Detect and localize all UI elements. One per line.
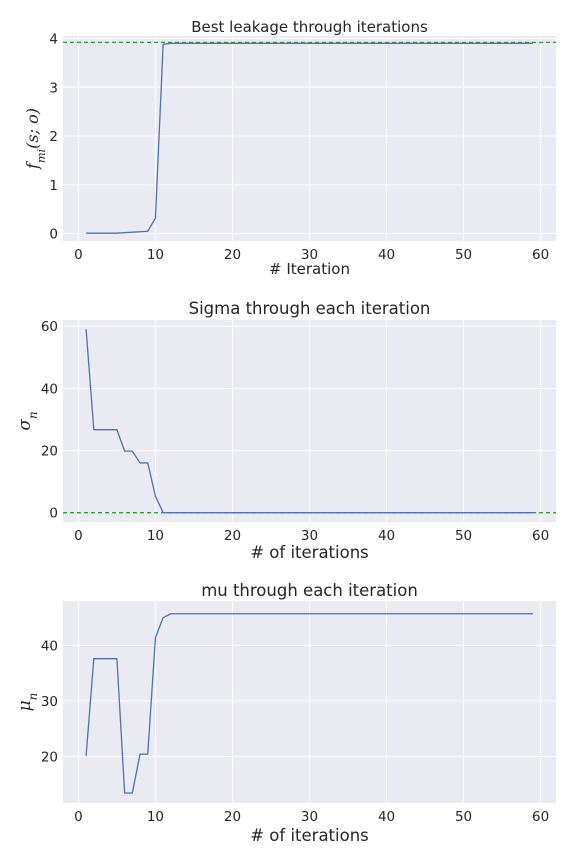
x-tick-label: 20 — [224, 809, 241, 825]
y-tick-label: 1 — [49, 178, 58, 194]
x-tick-label: 20 — [224, 247, 241, 263]
series-line — [85, 329, 533, 514]
y-tick-label: 0 — [49, 506, 58, 522]
x-tick-label: 30 — [301, 528, 318, 544]
y-axis-label: σn — [15, 411, 40, 430]
y-axis-label: μn — [15, 693, 40, 712]
x-tick-label: 40 — [378, 809, 395, 825]
x-tick-label: 50 — [455, 809, 472, 825]
x-tick-label: 60 — [532, 247, 549, 263]
x-axis-label: # of iterations — [250, 826, 369, 845]
y-tick-label: 40 — [41, 381, 58, 397]
y-tick-label: 2 — [49, 129, 58, 145]
x-tick-label: 10 — [147, 528, 164, 544]
x-tick-label: 50 — [455, 528, 472, 544]
series-line — [85, 613, 533, 794]
x-tick-label: 40 — [378, 528, 395, 544]
x-axis-label: # of iterations — [250, 543, 369, 562]
x-tick-label: 0 — [74, 809, 83, 825]
y-tick-label: 30 — [41, 694, 58, 710]
x-tick-label: 0 — [74, 528, 83, 544]
x-tick-label: 0 — [74, 247, 83, 263]
y-axis-label: fmi(s; o) — [23, 108, 48, 170]
chart-title: mu through each iteration — [201, 581, 418, 600]
y-tick-label: 20 — [41, 749, 58, 765]
x-tick-label: 20 — [224, 528, 241, 544]
x-tick-label: 30 — [301, 809, 318, 825]
chart-title: Best leakage through iterations — [191, 18, 428, 36]
y-tick-label: 3 — [49, 80, 58, 96]
chart-3: 0 10 20 30 40 50 60 20 30 40 mu through each itera… — [15, 581, 556, 845]
y-tick-label: 0 — [49, 227, 58, 243]
x-tick-label: 60 — [532, 528, 549, 544]
chart-title: Sigma through each iteration — [189, 299, 431, 318]
chart-2: 0 10 20 30 40 50 60 0 20 40 60 Sigma through each i… — [15, 299, 556, 562]
x-tick-label: 30 — [301, 247, 318, 263]
y-tick-label: 60 — [41, 319, 58, 335]
x-tick-label: 50 — [455, 247, 472, 263]
y-tick-label: 20 — [41, 444, 58, 460]
chart-1: 0 10 20 30 40 50 60 0 1 2 3 4 Best leakage through i… — [23, 18, 556, 278]
x-axis-label: # Iteration — [269, 260, 350, 278]
y-tick-label: 4 — [49, 31, 58, 47]
x-tick-label: 10 — [147, 809, 164, 825]
y-tick-label: 40 — [41, 638, 58, 654]
series-line — [86, 42, 533, 234]
x-tick-label: 60 — [532, 809, 549, 825]
x-tick-label: 40 — [378, 247, 395, 263]
x-tick-label: 10 — [147, 247, 164, 263]
